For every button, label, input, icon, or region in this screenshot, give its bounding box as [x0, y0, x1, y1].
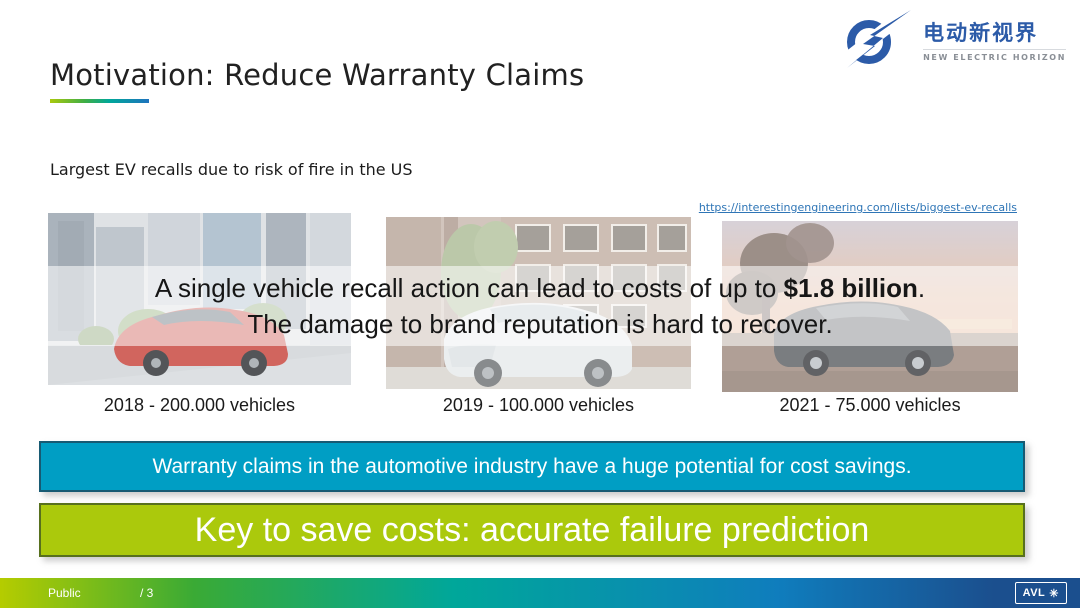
- avl-logo: AVL ✳: [1014, 582, 1067, 604]
- lightning-bolt-icon: [833, 10, 915, 68]
- brand-name-en: NEW ELECTRIC HORIZON: [923, 48, 1066, 62]
- slide-subtitle: Largest EV recalls due to risk of fire i…: [50, 160, 413, 179]
- statement-text: .: [917, 273, 926, 303]
- footer-bar: Public / 3 AVL ✳: [0, 578, 1080, 608]
- footer-classification: Public: [48, 586, 81, 600]
- figure-caption: 2021 - 75.000 vehicles: [779, 395, 961, 415]
- company-logo: 电动新视界 NEW ELECTRIC HORIZON: [833, 10, 1066, 68]
- page-number: / 3: [140, 586, 154, 600]
- figure-caption: 2019 - 100.000 vehicles: [442, 395, 635, 415]
- avl-logo-text: AVL: [1022, 587, 1046, 599]
- cost-statement-line2: The damage to brand reputation is hard t…: [247, 309, 833, 339]
- warranty-claims-banner: Warranty claims in the automotive indust…: [39, 441, 1025, 492]
- avl-snowflake-icon: ✳: [1049, 587, 1059, 600]
- cost-statement-band: A single vehicle recall action can lead …: [40, 266, 1040, 346]
- key-message-banner: Key to save costs: accurate failure pred…: [39, 503, 1025, 557]
- statement-text: A single vehicle recall action can lead …: [154, 273, 784, 303]
- page-title: Motivation: Reduce Warranty Claims: [50, 58, 585, 92]
- source-link[interactable]: https://interestingengineering.com/lists…: [698, 201, 1017, 214]
- cost-statement-line1: A single vehicle recall action can lead …: [155, 270, 925, 306]
- brand-name-cn: 电动新视界: [923, 20, 1039, 45]
- statement-highlight: $1.8 billion: [783, 273, 918, 303]
- figure-caption: 2018 - 200.000 vehicles: [103, 395, 296, 415]
- brand-text: 电动新视界 NEW ELECTRIC HORIZON: [923, 17, 1066, 62]
- title-accent-underline: [50, 99, 149, 103]
